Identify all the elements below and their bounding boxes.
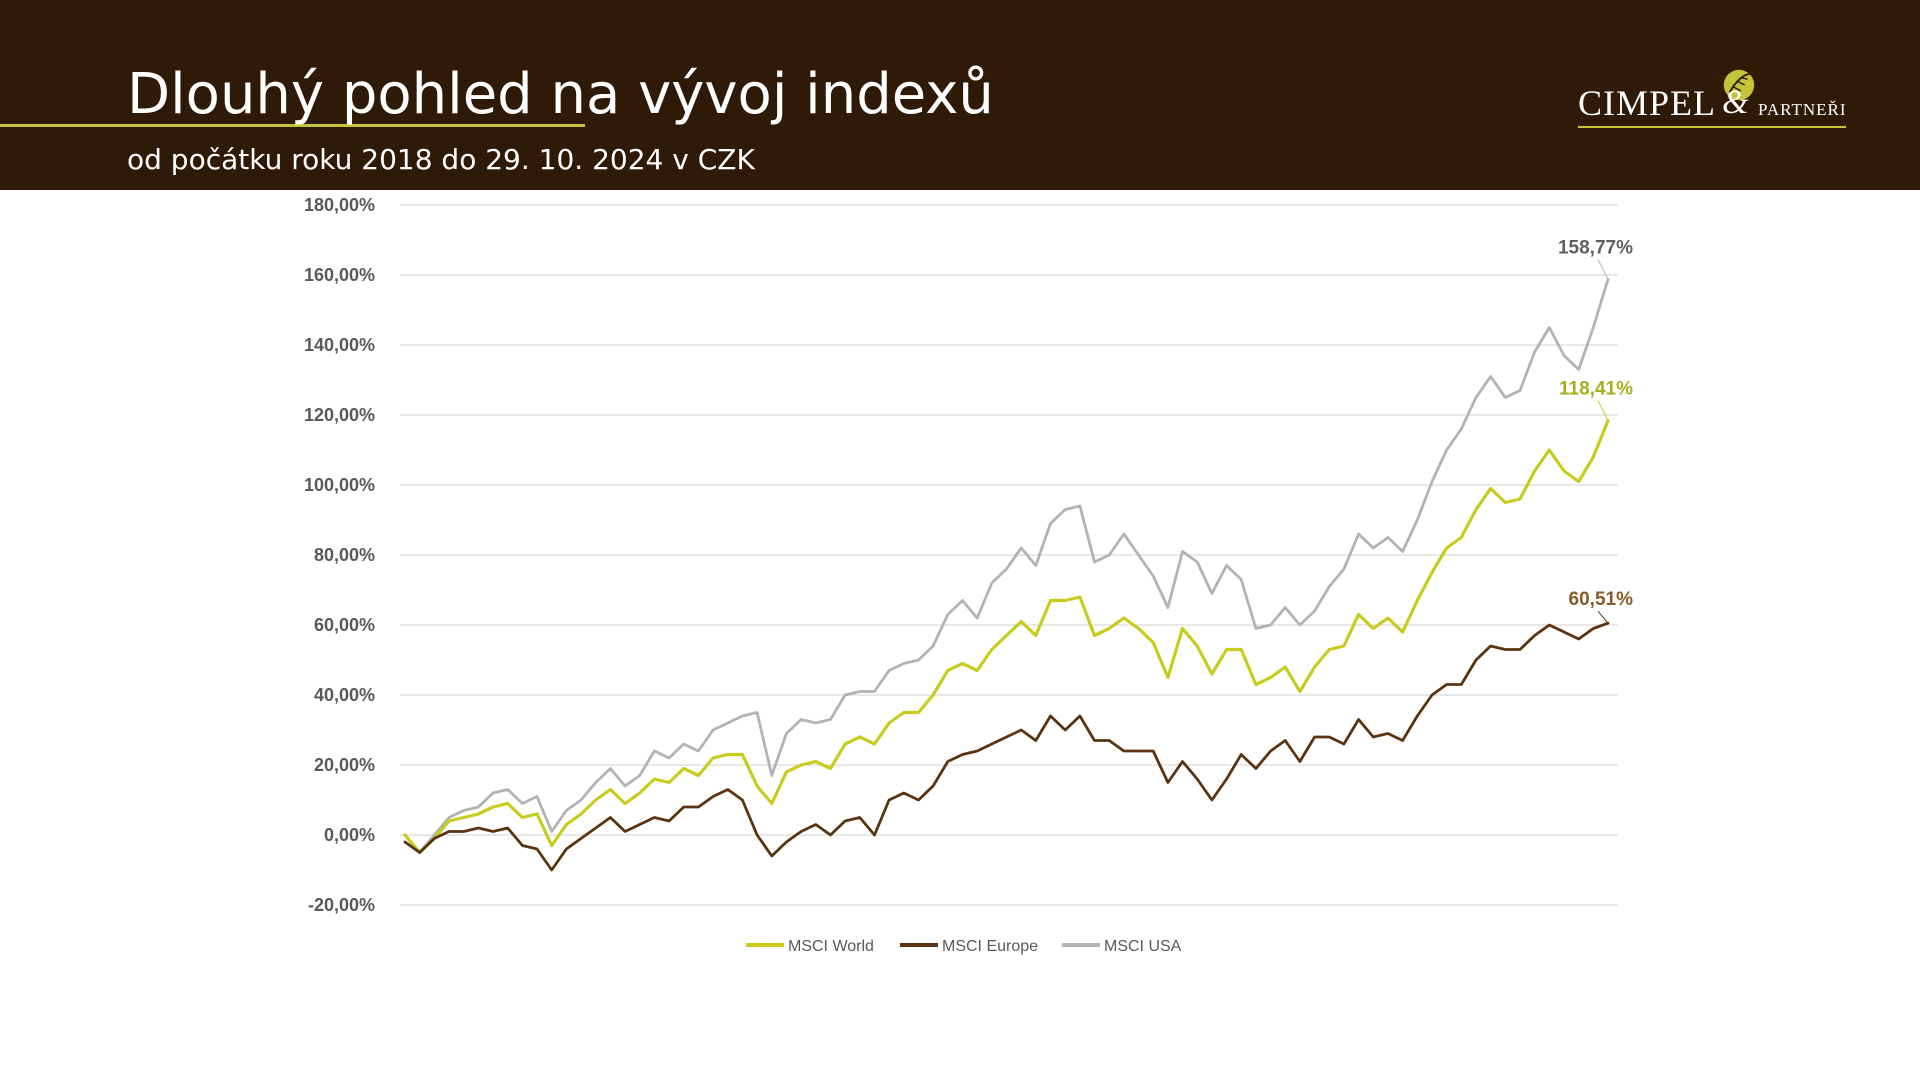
end-label-leader	[1597, 259, 1609, 280]
series-line-msci-usa	[403, 277, 1610, 854]
leaf-logo-icon	[1723, 69, 1755, 101]
y-tick-label: 80,00%	[314, 545, 375, 565]
legend-label: MSCI USA	[1104, 938, 1182, 955]
company-logo: CIMPEL & PARTNEŘI	[1578, 68, 1853, 138]
logo-partners: PARTNEŘI	[1758, 100, 1847, 119]
end-label-msci-usa: 158,77%	[1558, 237, 1633, 258]
y-tick-label: -20,00%	[308, 895, 375, 915]
slide-header: Dlouhý pohled na vývoj indexů od počátku…	[0, 0, 1920, 190]
y-tick-label: 40,00%	[314, 685, 375, 705]
y-tick-label: 180,00%	[304, 195, 375, 215]
y-tick-label: 20,00%	[314, 755, 375, 775]
logo-wordmark: CIMPEL	[1578, 83, 1717, 123]
logo-ampersand: &	[1722, 84, 1749, 121]
y-tick-label: 120,00%	[304, 405, 375, 425]
page-title: Dlouhý pohled na vývoj indexů	[127, 62, 994, 127]
legend-label: MSCI World	[788, 938, 874, 955]
y-tick-label: 160,00%	[304, 265, 375, 285]
y-tick-label: 100,00%	[304, 475, 375, 495]
series-line-msci-europe	[403, 621, 1610, 872]
page-subtitle: od počátku roku 2018 do 29. 10. 2024 v C…	[127, 143, 755, 176]
y-tick-label: 140,00%	[304, 335, 375, 355]
y-tick-label: 60,00%	[314, 615, 375, 635]
chart-series	[403, 277, 1610, 872]
end-label-leader	[1597, 610, 1609, 624]
end-label-leader	[1597, 400, 1609, 421]
chart-gridlines	[400, 204, 1618, 906]
end-labels: 118,41% 60,51% 158,77%	[1558, 237, 1634, 624]
series-line-msci-world	[403, 419, 1610, 855]
logo-underline	[1578, 126, 1846, 128]
legend-label: MSCI Europe	[942, 938, 1038, 955]
end-label-msci-europe: 60,51%	[1569, 589, 1634, 610]
title-underline	[0, 124, 585, 127]
end-label-msci-world: 118,41%	[1559, 379, 1633, 400]
line-chart: -20,00% 0,00% 20,00% 40,00% 60,00% 80,00% 100,…	[304, 195, 1634, 955]
y-tick-label: 0,00%	[324, 825, 375, 845]
chart-legend: MSCI World MSCI Europe MSCI USA	[746, 938, 1182, 955]
y-axis: -20,00% 0,00% 20,00% 40,00% 60,00% 80,00% 100,…	[304, 195, 375, 915]
